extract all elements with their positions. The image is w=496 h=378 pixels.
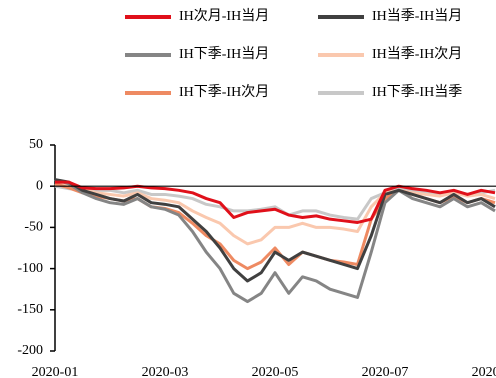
legend-label: IH下季-IH当月 bbox=[179, 46, 269, 62]
y-tick-label: 50 bbox=[29, 137, 43, 152]
x-tick-label: 2020-01 bbox=[32, 365, 79, 378]
series-line bbox=[54, 182, 496, 246]
legend-label: IH次月-IH当月 bbox=[179, 8, 269, 24]
legend-label: IH当季-IH次月 bbox=[372, 46, 462, 62]
legend-label: IH下季-IH次月 bbox=[179, 84, 269, 100]
y-tick-label: 0 bbox=[36, 178, 43, 193]
x-tick-label: 2020-09 bbox=[472, 365, 496, 378]
y-tick-label: -200 bbox=[17, 343, 43, 358]
x-tick-label: 2020-03 bbox=[142, 365, 189, 378]
series-line bbox=[54, 178, 496, 283]
y-tick-label: -50 bbox=[24, 220, 43, 235]
x-tick-label: 2020-07 bbox=[362, 365, 409, 378]
x-tick-label: 2020-05 bbox=[252, 365, 299, 378]
series-line bbox=[55, 180, 496, 224]
series-line bbox=[54, 184, 496, 221]
legend-label: IH下季-IH当季 bbox=[372, 84, 462, 100]
y-tick-label: -150 bbox=[17, 302, 43, 317]
legend-label: IH当季-IH当月 bbox=[372, 8, 462, 24]
series-line bbox=[54, 178, 496, 304]
y-tick-label: -100 bbox=[17, 261, 43, 276]
